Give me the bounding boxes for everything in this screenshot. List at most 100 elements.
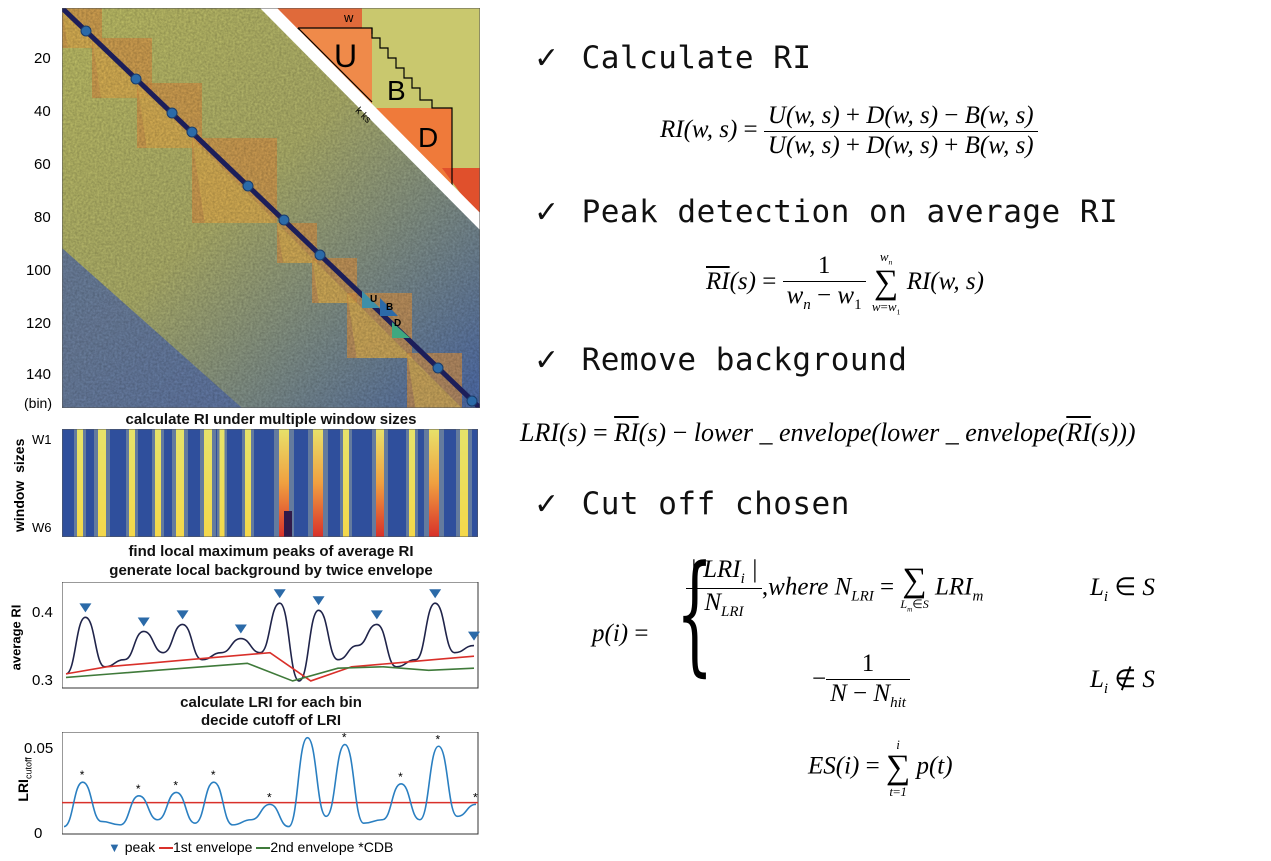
inset-outline [298, 27, 453, 190]
ri-band [460, 429, 468, 537]
y-tick-100: 100 [26, 262, 52, 279]
boundary-marker [130, 73, 142, 85]
boundary-marker [432, 362, 444, 374]
formula-p-case1: | LRIi | NLRI ,where NLRI = ∑ Lm∈S LRIm [686, 556, 983, 622]
cdb-star: * [473, 790, 478, 804]
cdb-star: * [211, 768, 216, 782]
env2-line-icon [256, 847, 271, 850]
step-4-text: Cut off chosen [581, 486, 850, 522]
ri-band [429, 429, 439, 537]
peak-marker-icon: ▼ [108, 840, 121, 855]
ri-band [279, 429, 289, 537]
inset-w-label: w [344, 10, 354, 25]
step-1-text: Calculate RI [581, 40, 812, 76]
step-3-text: Remove background [581, 342, 908, 378]
inset-separator [266, 8, 480, 224]
y-tick-140: 140 [26, 366, 52, 383]
cdb-star: * [436, 732, 441, 746]
small-d-label: D [394, 318, 402, 329]
avg-panel-title-2: generate local background by twice envel… [109, 562, 433, 579]
legend-env1: 1st envelope [173, 839, 253, 855]
ri-band [245, 429, 251, 537]
boundary-marker [186, 126, 198, 138]
legend: ▼ peak 1st envelope 2nd envelope *CDB [108, 839, 393, 855]
cdb-star: * [173, 778, 178, 792]
formula-es: ES(i) = i ∑ t=1 p(t) [808, 737, 953, 799]
formula-p-case2: −1 N − Nhit [812, 650, 910, 712]
boundary-marker [80, 25, 92, 37]
check-icon: ✓ [534, 487, 560, 522]
inset-b-label: B [387, 75, 406, 106]
ri-ylabel: window sizes [11, 438, 27, 532]
ri-band [204, 429, 212, 537]
ri-window-heatmap [62, 429, 478, 537]
cdb-star: * [398, 770, 403, 784]
ri-band [313, 429, 323, 537]
lri-panel-title-2: decide cutoff of LRI [201, 712, 341, 729]
avg-tick-04: 0.4 [32, 604, 53, 621]
boundary-marker [166, 107, 178, 119]
cdb-star: * [304, 732, 309, 738]
peak-marker [79, 603, 92, 613]
ri-band [409, 429, 415, 537]
first-envelope-line [65, 651, 475, 682]
lri-plot: * * * * * * * * * * [62, 732, 479, 835]
small-u-label: U [370, 294, 378, 305]
ri-band [129, 429, 135, 537]
lri-tick-005: 0.05 [24, 740, 54, 757]
formula-lri: LRI(s) = RI(s) − lower _ envelope(lower … [520, 418, 1136, 447]
boundary-marker [314, 249, 326, 261]
ri-band [376, 429, 384, 537]
boundary-marker [466, 395, 478, 407]
ri-band [98, 429, 106, 537]
ri-band [343, 429, 349, 537]
second-envelope-line [65, 662, 475, 682]
peak-marker [429, 589, 442, 599]
peak-marker [312, 596, 325, 606]
cdb-star: * [342, 732, 347, 745]
lri-panel-title-1: calculate LRI for each bin [180, 694, 362, 711]
peak-marker [137, 617, 150, 627]
step-calculate-ri: ✓ Calculate RI [534, 40, 812, 76]
env1-line-icon [159, 847, 174, 850]
check-icon: ✓ [534, 195, 560, 230]
y-tick-80: 80 [34, 209, 51, 226]
ri-band [155, 429, 161, 537]
ri-band [77, 429, 83, 537]
formula-p-cond1: Li ∈ S [1090, 574, 1155, 605]
avg-ylabel: average RI [8, 604, 24, 671]
step-peak-detection: ✓ Peak detection on average RI [534, 194, 1118, 230]
peak-marker [468, 631, 480, 641]
formula-ri: RI(w, s) = U(w, s) + D(w, s) − B(w, s) U(… [660, 102, 1038, 161]
y-tick-120: 120 [26, 315, 52, 332]
legend-cdb: CDB [363, 839, 394, 855]
peak-marker [370, 610, 383, 620]
brace-icon: { [676, 537, 714, 689]
average-ri-plot [62, 582, 480, 689]
boundary-marker [278, 214, 290, 226]
peak-marker [176, 610, 189, 620]
check-icon: ✓ [534, 343, 560, 378]
y-unit-label: (bin) [24, 395, 53, 411]
step-cut-off: ✓ Cut off chosen [534, 486, 850, 522]
small-b-label: B [386, 302, 394, 313]
inset-edge [297, 27, 373, 103]
lri-tick-0: 0 [34, 825, 43, 842]
ri-w1-label: W1 [32, 432, 52, 447]
star-icon: * [358, 839, 364, 855]
lri-line [63, 736, 477, 828]
cdb-star: * [80, 768, 85, 782]
inset-d-label: D [418, 122, 439, 153]
y-tick-40: 40 [34, 103, 51, 120]
avg-panel-title-1: find local maximum peaks of average RI [128, 543, 414, 560]
step-2-text: Peak detection on average RI [581, 194, 1119, 230]
inset-u-label: U [334, 38, 358, 74]
hic-heatmap [62, 8, 480, 408]
ri-dark-spot [284, 511, 292, 537]
step-remove-background: ✓ Remove background [534, 342, 907, 378]
legend-peak: peak [124, 839, 156, 855]
legend-env2: 2nd envelope [270, 839, 355, 855]
boundary-marker [242, 180, 254, 192]
peak-marker [273, 589, 286, 599]
peak-marker [234, 624, 247, 634]
